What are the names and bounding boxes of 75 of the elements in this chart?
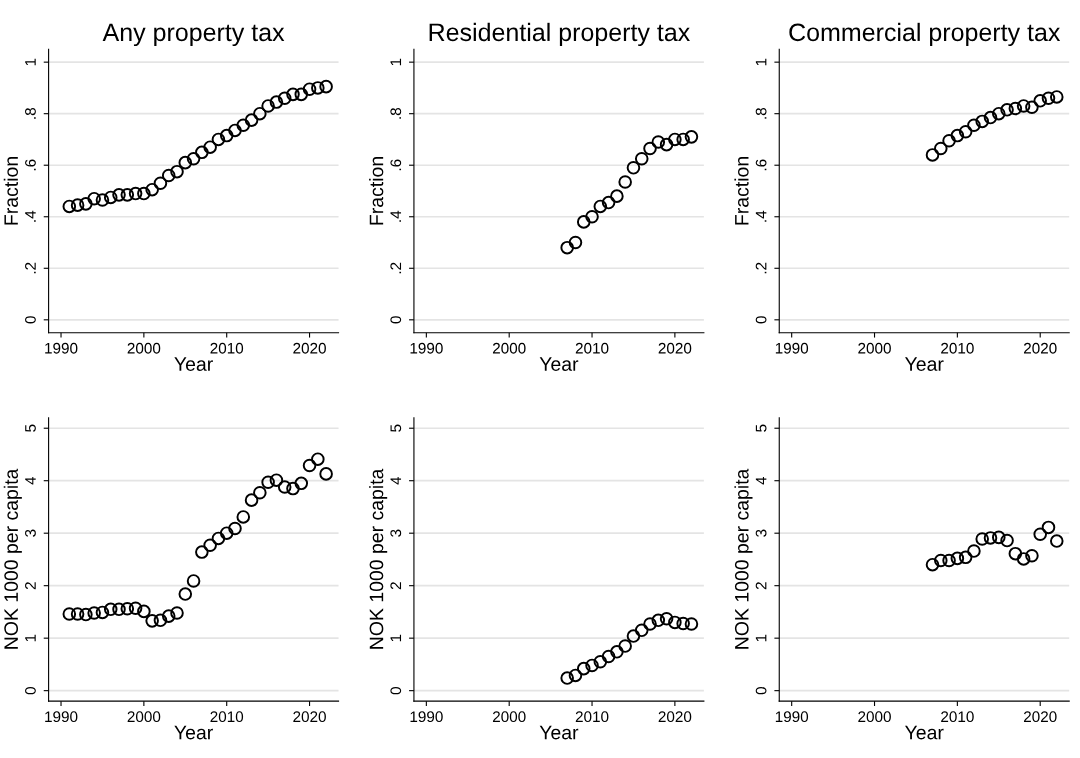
y-tick-label: .4 [755, 210, 767, 222]
y-tick-label: .6 [755, 159, 767, 171]
x-axis-title: Year [539, 725, 579, 740]
x-tick-label: 1990 [45, 342, 78, 354]
y-tick-label: .8 [390, 107, 402, 119]
y-tick-label: 1 [25, 58, 36, 66]
x-tick-label: 1990 [775, 711, 809, 723]
y-tick-label: 2 [755, 582, 767, 590]
x-tick-label: 2000 [858, 342, 891, 354]
y-tick-label: 1 [755, 634, 767, 642]
y-tick-label: 1 [25, 634, 36, 642]
y-tick-label: 3 [755, 529, 767, 537]
y-tick-label: .2 [755, 262, 767, 274]
y-tick-label: 5 [755, 424, 767, 432]
x-tick-label: 1990 [775, 342, 809, 354]
x-tick-label: 2000 [492, 711, 526, 723]
x-tick-label: 2010 [210, 342, 244, 354]
x-axis-title: Year [905, 725, 944, 740]
y-tick-label: .6 [25, 159, 36, 171]
x-tick-label: 2020 [658, 711, 692, 723]
x-tick-label: 2020 [1023, 711, 1057, 723]
chart-title: Commercial property tax [789, 22, 1061, 47]
y-tick-label: .2 [25, 262, 36, 274]
x-tick-label: 2020 [1023, 342, 1057, 354]
x-axis-title: Year [539, 357, 579, 371]
x-tick-label: 2020 [293, 342, 326, 354]
y-tick-label: 0 [25, 316, 36, 324]
x-tick-label: 2020 [658, 342, 692, 354]
y-tick-label: .8 [755, 107, 767, 119]
y-axis-title: NOK 1000 per capita [734, 468, 753, 649]
y-tick-label: 3 [25, 529, 36, 537]
chart-title: Residential property tax [429, 22, 690, 47]
y-axis-title: Fraction [3, 157, 19, 225]
y-tick-label: 2 [25, 582, 36, 590]
y-tick-label: .4 [390, 210, 402, 222]
y-tick-label: 5 [25, 424, 36, 432]
y-tick-label: 1 [390, 58, 402, 66]
y-axis-title: NOK 1000 per capita [3, 468, 22, 649]
x-tick-label: 2000 [127, 342, 161, 354]
y-tick-label: 0 [25, 687, 36, 695]
y-axis-title: Fraction [734, 157, 749, 225]
x-axis-title: Year [174, 725, 213, 740]
y-axis-title: Fraction [369, 157, 384, 225]
y-tick-label: 0 [755, 316, 767, 324]
y-tick-label: 5 [390, 424, 402, 432]
x-tick-label: 2000 [492, 342, 526, 354]
y-tick-label: 2 [390, 582, 402, 590]
y-tick-label: 0 [390, 687, 402, 695]
x-tick-label: 1990 [45, 711, 78, 723]
x-tick-label: 2010 [941, 342, 974, 354]
x-axis-title: Year [905, 357, 944, 371]
y-tick-label: 4 [755, 476, 767, 485]
x-tick-label: 2000 [127, 711, 161, 723]
x-tick-label: 2010 [575, 711, 609, 723]
y-tick-label: 3 [390, 529, 402, 537]
x-tick-label: 1990 [410, 342, 443, 354]
x-tick-label: 1990 [410, 711, 443, 723]
y-tick-label: 0 [390, 316, 402, 324]
x-tick-label: 2010 [210, 711, 244, 723]
y-tick-label: .2 [390, 262, 402, 274]
x-tick-label: 2010 [575, 342, 609, 354]
y-tick-label: 0 [755, 687, 767, 695]
y-tick-label: 4 [390, 476, 402, 485]
y-axis-title: NOK 1000 per capita [369, 468, 388, 649]
x-tick-label: 2010 [941, 711, 974, 723]
x-tick-label: 2000 [858, 711, 891, 723]
y-tick-label: 1 [390, 634, 402, 642]
x-tick-label: 2020 [293, 711, 326, 723]
y-tick-label: 1 [755, 58, 767, 66]
y-tick-label: 4 [25, 476, 36, 485]
chart-title: Any property tax [102, 23, 285, 47]
y-tick-label: .4 [25, 210, 36, 222]
y-tick-label: .6 [390, 159, 402, 171]
y-tick-label: .8 [25, 107, 36, 119]
x-axis-title: Year [174, 357, 213, 371]
